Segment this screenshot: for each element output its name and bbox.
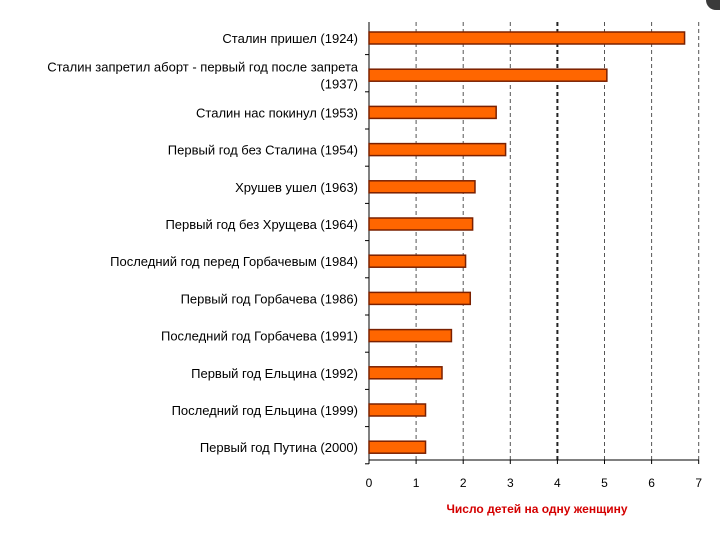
bar-1 [368,31,686,45]
x-tick-label-0: 0 [366,476,373,490]
bar-7 [368,254,467,268]
bar-12 [368,440,427,454]
category-label: Сталин запретил аборт - первый год после… [47,60,359,75]
x-tick-label-2: 2 [460,476,467,490]
bar-11 [368,403,427,417]
category-label: Первый год без Сталина (1954) [168,143,358,158]
bar-4 [368,142,507,157]
category-label: Сталин нас покинул (1953) [196,105,358,120]
bar-5 [368,180,476,194]
category-label: Последний год Ельцина (1999) [172,403,358,418]
bar-3 [368,105,497,120]
bar-10 [368,366,443,380]
x-tick-label-5: 5 [601,476,608,490]
bar-8 [368,291,472,306]
category-label: Первый год Горбачева (1986) [181,291,358,306]
category-label: Первый год без Хрущева (1964) [165,217,358,232]
bar-2 [368,68,608,82]
category-label: (1937) [320,77,358,92]
x-tick-label-4: 4 [554,476,561,490]
bar-9 [368,328,453,343]
x-tick-label-1: 1 [413,476,420,490]
x-axis-title: Число детей на одну женщину [446,502,627,516]
x-tick-label-6: 6 [648,476,655,490]
category-label: Последний год Горбачева (1991) [161,329,358,344]
x-tick-label-3: 3 [507,476,514,490]
bar-6 [368,217,474,231]
category-label: Последний год перед Горбачевым (1984) [110,254,358,269]
category-label: Первый год Путина (2000) [200,440,358,455]
category-label: Сталин пришел (1924) [222,31,358,46]
x-tick-label-7: 7 [695,476,702,490]
slide-corner-decoration [706,0,720,10]
category-label: Первый год Ельцина (1992) [191,366,358,381]
category-label: Хрушев ушел (1963) [235,180,358,195]
